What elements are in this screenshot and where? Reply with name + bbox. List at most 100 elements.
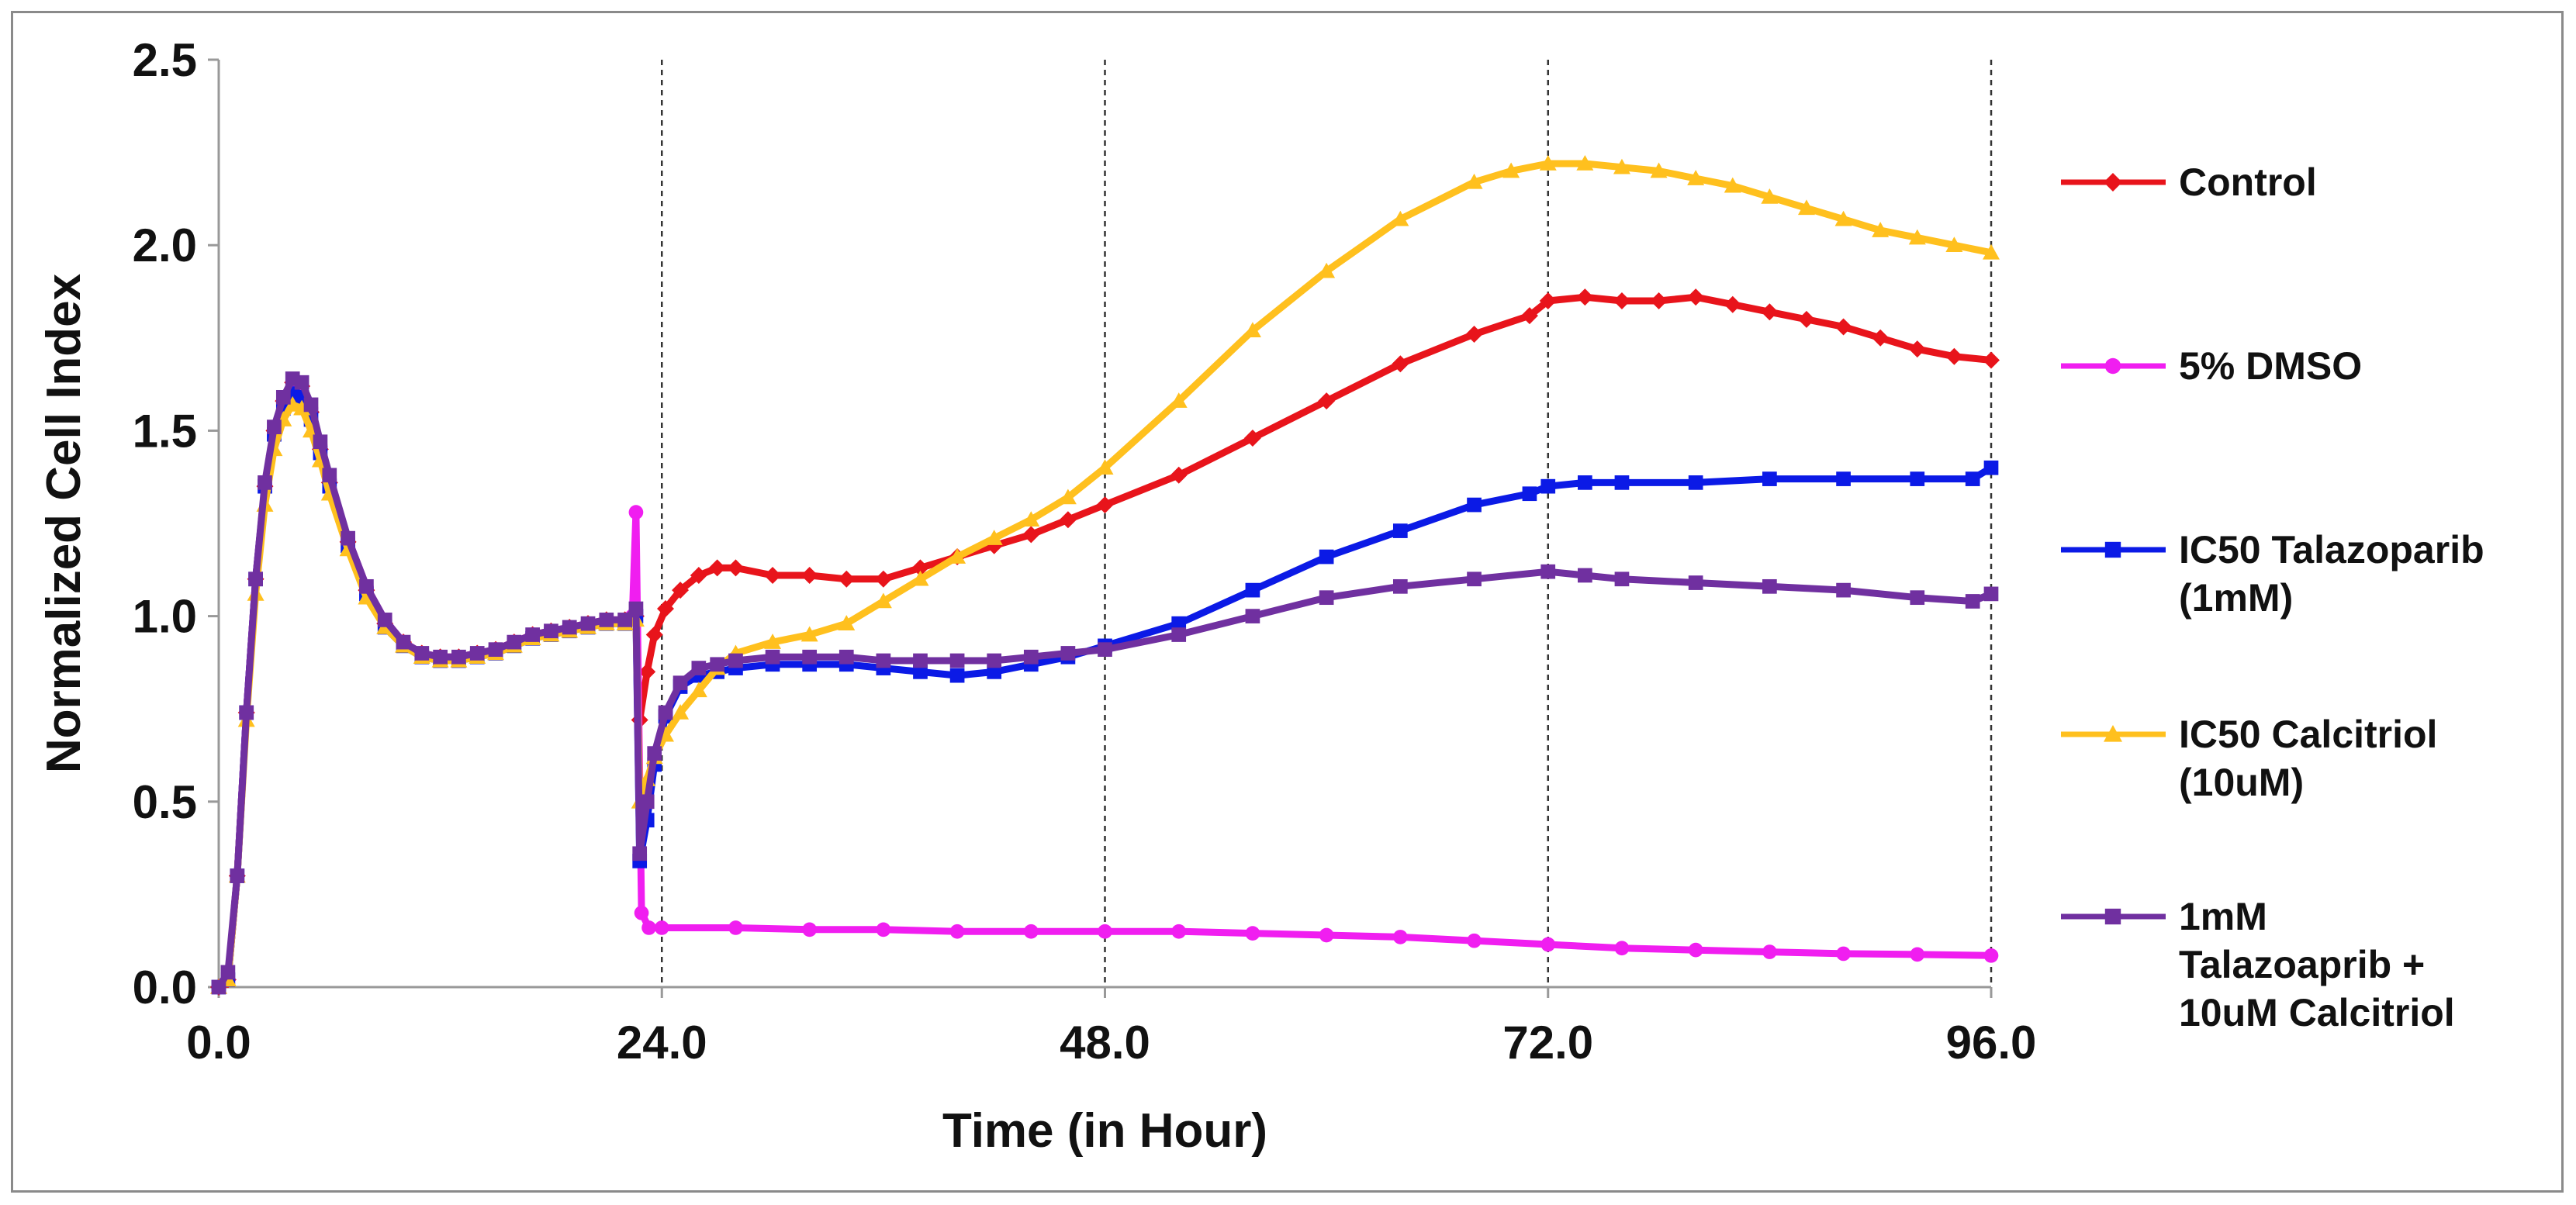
data-point [1834, 210, 1852, 226]
data-point [1319, 549, 1334, 565]
data-point [728, 653, 743, 668]
data-point [876, 922, 891, 937]
data-point [284, 395, 302, 412]
data-point [1983, 948, 1999, 963]
y-tick-label: 2.5 [133, 34, 197, 86]
data-point [1023, 924, 1039, 939]
data-point [874, 570, 892, 588]
legend-swatch-marker [2104, 173, 2122, 192]
data-point [1762, 471, 1777, 486]
data-point [580, 616, 596, 631]
data-point [1836, 946, 1851, 962]
data-point [433, 649, 448, 665]
data-point [1096, 459, 1114, 475]
data-point [876, 653, 891, 668]
data-point [800, 626, 818, 642]
data-point [1171, 616, 1187, 631]
data-point [911, 559, 929, 577]
data-point [657, 600, 675, 618]
legend-item: 5% DMSO [2061, 344, 2362, 388]
x-axis-title: Time (in Hour) [942, 1104, 1267, 1158]
legend-item: 1mM Talazoaprib + 10uM Calcitriol [2061, 895, 2455, 1034]
data-point [1688, 475, 1703, 490]
data-point [1319, 927, 1334, 943]
y-tick-label: 1.0 [133, 591, 197, 643]
data-point [1614, 941, 1630, 956]
legend-swatch-marker [2104, 541, 2121, 558]
data-point [987, 653, 1002, 668]
data-point [275, 389, 291, 405]
data-point [303, 397, 319, 413]
legend-item: IC50 Talazoparib (1mM) [2061, 528, 2484, 620]
data-point [1614, 571, 1630, 587]
data-point [1836, 471, 1851, 486]
data-point [645, 626, 663, 644]
data-point [1098, 924, 1112, 939]
data-point [1171, 627, 1187, 642]
data-point [239, 705, 254, 720]
data-point [838, 570, 856, 588]
data-point [647, 746, 662, 761]
data-point [562, 620, 577, 635]
data-point [639, 794, 655, 810]
data-point [838, 615, 856, 630]
data-point [1761, 188, 1779, 204]
data-point [1171, 924, 1187, 939]
data-point [708, 559, 726, 577]
data-point [396, 634, 411, 650]
data-point [1096, 496, 1114, 514]
data-point [1243, 322, 1261, 338]
ticks: 0.0 0.5 1.0 1.5 2.0 2.5 0.0 24.0 48.0 72.0 96.0 [133, 34, 2037, 1069]
data-point [1797, 199, 1815, 216]
y-tick-label: 0.0 [133, 962, 197, 1013]
data-point [313, 434, 328, 450]
data-point [1522, 486, 1537, 502]
legend-swatch-marker [2104, 357, 2121, 375]
legend-swatch-marker [2104, 725, 2122, 742]
y-tick-label: 0.5 [133, 776, 197, 828]
data-point [1059, 511, 1077, 529]
data-point [728, 920, 743, 935]
series-5 [211, 371, 1999, 995]
data-point [802, 922, 818, 937]
data-point [1392, 355, 1409, 373]
data-point [1650, 292, 1668, 309]
data-point [544, 623, 558, 639]
legend-swatch-marker [2104, 908, 2121, 925]
data-point [1687, 288, 1705, 306]
y-axis-title: Normalized Cell Index [37, 273, 91, 773]
data-point [949, 668, 965, 683]
data-point [628, 505, 644, 520]
data-point [1245, 926, 1260, 941]
series-layer [210, 154, 2000, 996]
data-point [1650, 162, 1668, 178]
data-point [1910, 471, 1925, 486]
data-point [1465, 326, 1483, 344]
data-point [1688, 575, 1703, 590]
data-point [1540, 937, 1556, 952]
data-point [800, 566, 818, 584]
data-point [1614, 475, 1630, 490]
data-point [1761, 303, 1779, 321]
data-point [1762, 578, 1777, 594]
x-tick-label: 96.0 [1946, 1017, 2037, 1069]
data-point [1983, 460, 1999, 475]
data-point [949, 924, 965, 939]
data-point [1576, 154, 1594, 171]
data-point [727, 559, 745, 577]
data-point [690, 566, 707, 584]
data-point [599, 613, 614, 627]
data-point [658, 705, 673, 720]
data-point [294, 375, 309, 390]
data-point [1539, 292, 1557, 309]
data-point [1578, 568, 1592, 583]
data-point [641, 920, 656, 935]
data-point [1576, 288, 1594, 306]
data-point [1834, 318, 1852, 336]
data-point [764, 634, 782, 649]
data-point [1687, 170, 1705, 185]
data-point [913, 653, 928, 668]
data-point [838, 649, 854, 665]
data-point [1318, 262, 1336, 278]
data-point [1465, 173, 1483, 189]
